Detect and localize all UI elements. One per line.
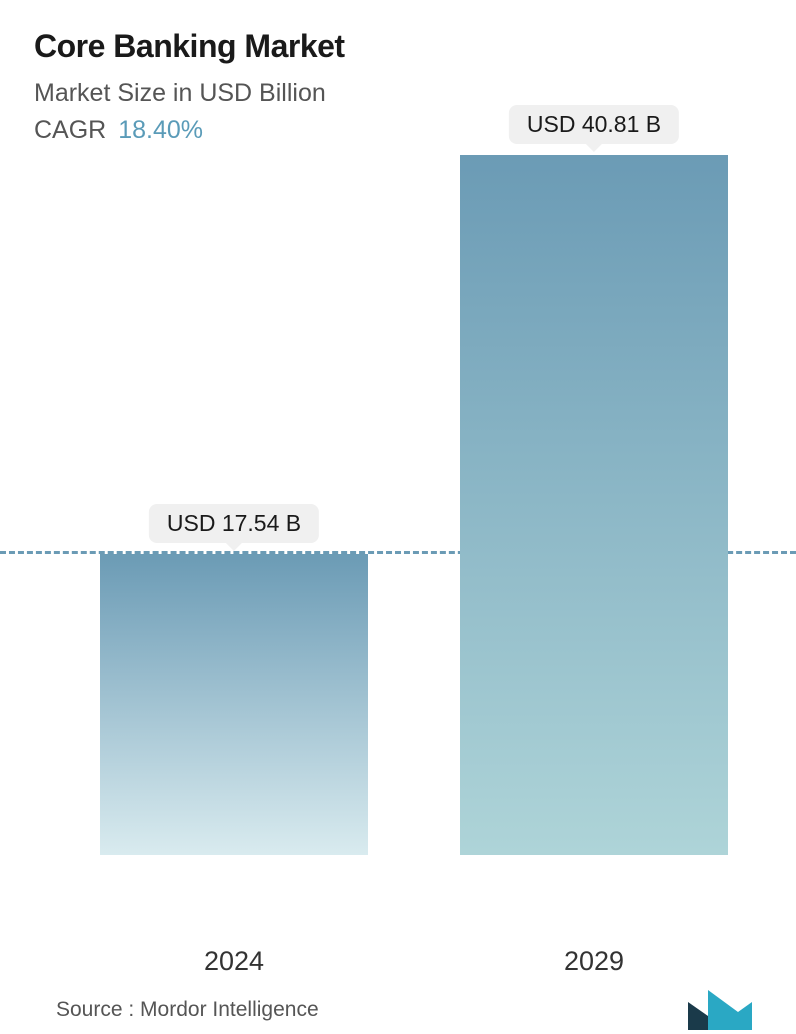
chart-footer: Source : Mordor Intelligence bbox=[34, 986, 762, 1034]
value-pill-2024: USD 17.54 B bbox=[149, 504, 319, 543]
chart-area: USD 17.54 B USD 40.81 B 2024 2029 Source :… bbox=[34, 155, 762, 1034]
brand-logo-icon bbox=[688, 990, 756, 1030]
cagr-label: CAGR bbox=[34, 116, 106, 145]
bar-2029: USD 40.81 B bbox=[460, 155, 728, 855]
value-pill-2029: USD 40.81 B bbox=[509, 105, 679, 144]
source-text: Source : Mordor Intelligence bbox=[56, 998, 319, 1022]
x-label-2029: 2029 bbox=[564, 946, 624, 977]
x-label-2024: 2024 bbox=[204, 946, 264, 977]
chart-title: Core Banking Market bbox=[34, 28, 762, 65]
bar-2024: USD 17.54 B bbox=[100, 554, 368, 855]
plot-region: USD 17.54 B USD 40.81 B bbox=[34, 155, 762, 855]
chart-subtitle: Market Size in USD Billion bbox=[34, 79, 762, 108]
cagr-value: 18.40% bbox=[118, 116, 203, 145]
x-axis-labels: 2024 2029 bbox=[34, 946, 762, 986]
